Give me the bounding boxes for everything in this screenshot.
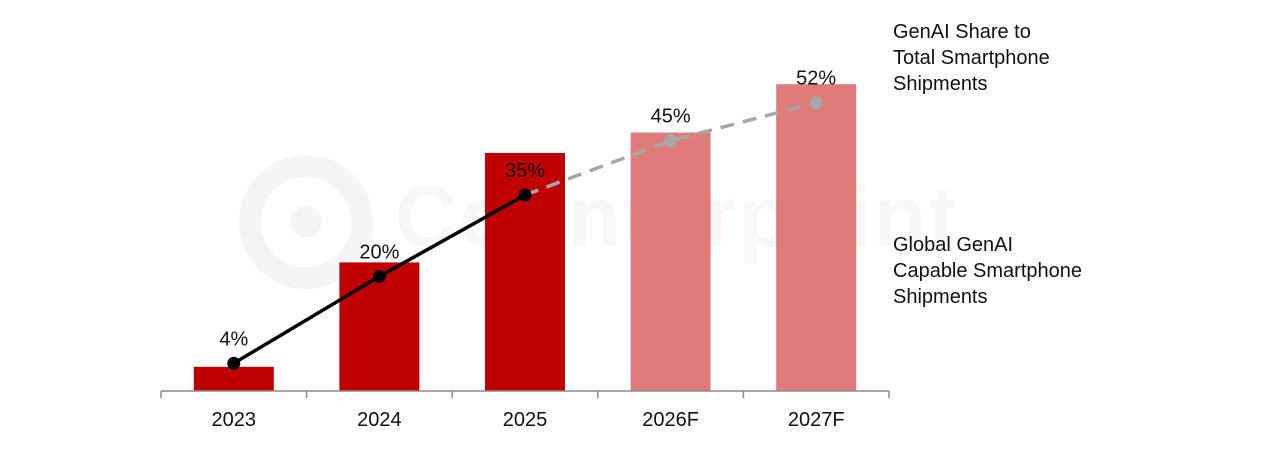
bar-2023	[193, 366, 274, 391]
legend-line-text-3: Shipments	[893, 73, 988, 95]
legend-bar-text-3: Shipments	[893, 286, 988, 308]
legend-bar-text-1: Global GenAI	[893, 234, 1014, 256]
line-point-2023	[227, 356, 241, 370]
x-tick-label-2023: 2023	[212, 409, 257, 431]
line-point-2026f	[664, 134, 678, 148]
x-tick-label-2024: 2024	[357, 409, 402, 431]
line-data-label-2027f: 52%	[796, 68, 836, 90]
legend-line-text-1: GenAI Share to	[893, 21, 1031, 43]
line-forecast	[524, 101, 817, 197]
line-data-label-2024: 20%	[359, 241, 399, 263]
bar-2026f	[630, 132, 711, 392]
legend-bar-series: Global GenAI Capable Smartphone Shipment…	[893, 232, 1133, 310]
legend-bar-text-2: Capable Smartphone	[893, 260, 1083, 282]
line-data-label-2023: 4%	[219, 328, 248, 350]
bar-2027f	[776, 84, 857, 391]
line-point-2027f	[809, 96, 823, 110]
x-tick-label-2025: 2025	[503, 409, 548, 431]
bar-2024	[339, 262, 420, 391]
legend-line-series: GenAI Share to Total Smartphone Shipment…	[893, 19, 1113, 97]
line-point-2024	[372, 269, 386, 283]
line-data-label-2025: 35%	[505, 160, 545, 182]
x-tick-label-2026f: 2026F	[642, 409, 699, 431]
line-point-2025	[518, 188, 532, 202]
legend-line-text-2: Total Smartphone	[893, 47, 1050, 69]
line-data-label-2026f: 45%	[651, 106, 691, 128]
x-tick-label-2027f: 2027F	[788, 409, 845, 431]
